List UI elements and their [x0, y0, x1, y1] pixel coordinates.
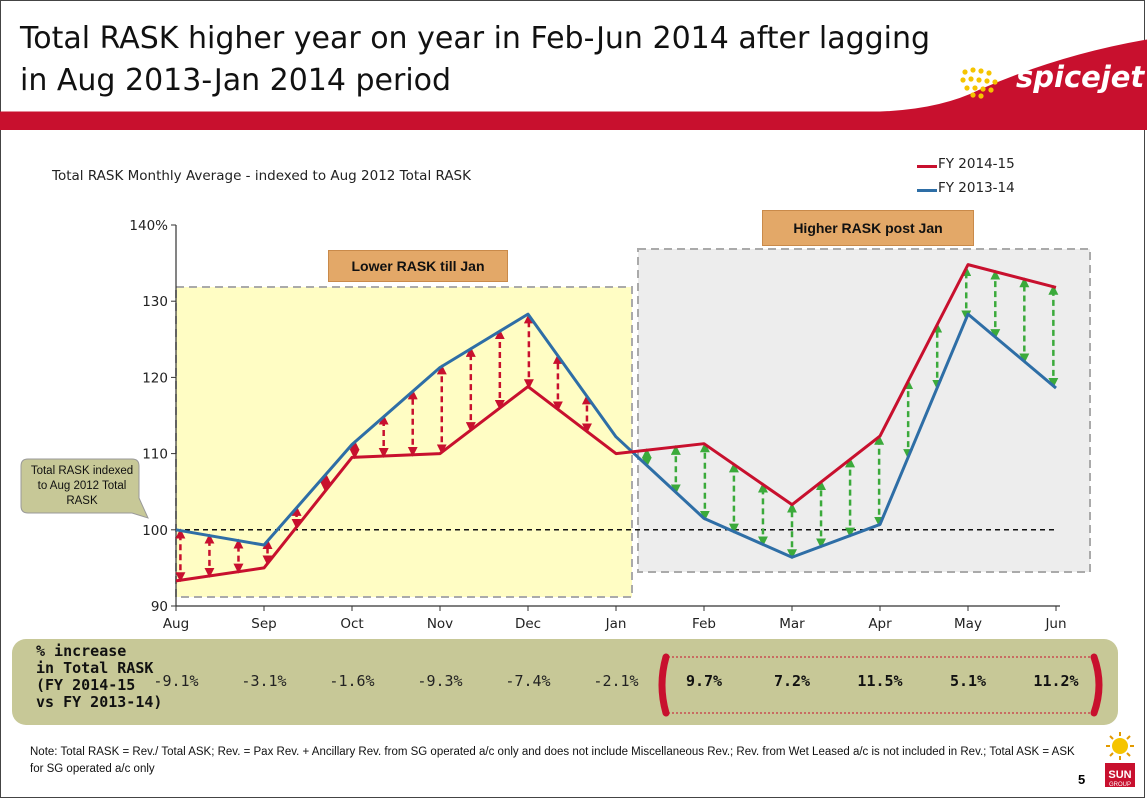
- x-tick-label: Apr: [868, 616, 892, 632]
- x-tick-label: Nov: [427, 616, 453, 632]
- x-tick-label: Sep: [251, 616, 276, 632]
- y-tick-label: 120: [142, 370, 168, 386]
- increase-value: -9.3%: [417, 672, 463, 690]
- slide-title: Total RASK higher year on year in Feb-Ju…: [20, 21, 931, 98]
- increase-panel: [12, 639, 1118, 725]
- x-tick-label: Feb: [692, 616, 716, 632]
- increase-value: -3.1%: [241, 672, 287, 690]
- header-band: [0, 39, 1147, 130]
- x-tick-label: Jan: [605, 616, 627, 632]
- chart-title: Total RASK Monthly Average - indexed to …: [52, 168, 471, 184]
- increase-label: % increase in Total RASK (FY 2014-15 vs …: [36, 642, 163, 711]
- spicejet-logo-icon: [960, 67, 998, 99]
- series-line-fy2013-14: [175, 312, 1057, 559]
- increase-value: 7.2%: [773, 672, 811, 690]
- lower-rask-callout: Lower RASK till Jan: [328, 250, 508, 282]
- increase-value: -9.1%: [153, 672, 199, 690]
- increase-value: -7.4%: [505, 672, 551, 690]
- y-tick-label: 130: [142, 294, 168, 310]
- rask-line-chart: 90 100 110 120 130 140% Aug Sep Oct Nov Dec Jan Feb M…: [129, 218, 1091, 632]
- x-tick-label: Dec: [515, 616, 541, 632]
- higher-rask-region: [637, 248, 1091, 573]
- x-tick-label: Oct: [340, 616, 363, 632]
- ref-callout-shape: [20, 458, 149, 519]
- ref-callout-text: Total RASK indexed to Aug 2012 Total RAS…: [30, 465, 134, 507]
- increase-value: -1.6%: [329, 672, 375, 690]
- legend-fy2013-14: FY 2013-14: [938, 180, 1015, 196]
- series-line-fy2014-15: [175, 263, 1057, 583]
- lower-rask-region: [175, 286, 633, 598]
- higher-rask-callout: Higher RASK post Jan: [762, 210, 974, 246]
- x-tick-label: May: [954, 616, 982, 632]
- footnote: Note: Total RASK = Rev./ Total ASK; Rev.…: [30, 746, 1075, 775]
- y-tick-label: 90: [151, 599, 168, 615]
- y-tick-label: 110: [142, 447, 168, 463]
- increase-value: 11.2%: [1033, 672, 1079, 690]
- increase-value: 9.7%: [685, 672, 723, 690]
- page-number: 5: [1078, 772, 1086, 787]
- increase-value: 11.5%: [857, 672, 903, 690]
- x-tick-label: Jun: [1044, 616, 1066, 632]
- x-tick-label: Mar: [779, 616, 805, 632]
- brand-name: spicejet: [1016, 60, 1145, 94]
- svg-text:SUN: SUN: [1108, 769, 1131, 781]
- y-tick-label: 140%: [129, 218, 168, 234]
- increase-value: 5.1%: [949, 672, 987, 690]
- x-tick-label: Aug: [163, 616, 189, 632]
- highlight-bracket: [658, 653, 1103, 717]
- increase-value: -2.1%: [593, 672, 639, 690]
- legend-swatch-fy2014-15: [917, 165, 937, 168]
- legend-fy2014-15: FY 2014-15: [938, 156, 1015, 172]
- y-tick-label: 100: [142, 523, 168, 539]
- svg-text:GROUP: GROUP: [1109, 782, 1131, 788]
- legend-swatch-fy2013-14: [917, 189, 937, 192]
- sun-group-logo-icon: SUN GROUP: [1105, 732, 1135, 788]
